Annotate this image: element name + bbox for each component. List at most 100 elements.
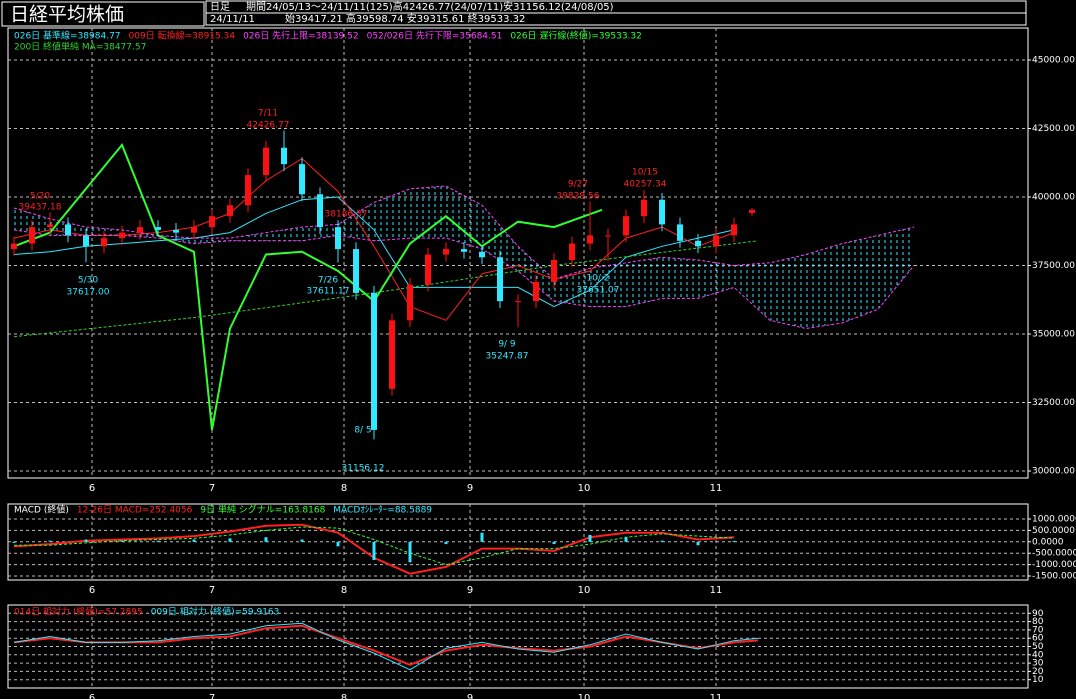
legend-entry: 052/026日 先行下限=35684.51: [367, 30, 503, 42]
legend-entry: 009日 相対力 (終値)=59.9163: [151, 606, 280, 618]
annotation-date: 7/11: [258, 109, 278, 119]
annotation-date: 7/26: [318, 276, 338, 286]
candle-body: [263, 147, 269, 176]
candle-body: [569, 243, 575, 261]
x-tick-label: 6: [89, 483, 95, 494]
period: 期間24/05/13～24/11/11(125)高42426.77(24/07/…: [246, 0, 614, 13]
y-tick-label: -1000.0000: [1032, 560, 1076, 570]
x-tick-label: 8: [341, 483, 347, 494]
candle-body: [371, 292, 377, 430]
x-tick-label: 7: [209, 483, 215, 494]
candle-body: [425, 254, 431, 285]
histogram-bar: [336, 541, 340, 547]
annotation-price: 38186.37: [325, 210, 368, 220]
candle-body: [155, 227, 161, 230]
annotation-price: 37611.17: [307, 287, 350, 297]
y-tick-label: 60: [1032, 634, 1044, 644]
histogram-bar: [192, 539, 196, 542]
candle-body: [713, 235, 719, 247]
candle-body: [227, 205, 233, 217]
annotation-price: 39829.56: [557, 192, 600, 202]
annotation-price: 31156.12: [342, 464, 385, 474]
ohlc: 始39417.21 高39598.74 安39315.61 終39533.32: [285, 12, 525, 25]
annotation-price: 40257.34: [624, 180, 667, 190]
candle-body: [731, 224, 737, 236]
legend-entry: 026日 遅行線(終値)=39533.32: [510, 30, 642, 42]
candle-body: [317, 194, 323, 228]
candle-body: [515, 301, 521, 303]
candle-body: [605, 235, 611, 237]
y-tick-label: 90: [1032, 609, 1044, 619]
y-tick-label: 20: [1032, 667, 1044, 677]
candle-body: [551, 260, 557, 282]
x-tick-label: 7: [209, 693, 215, 699]
y-tick-label: 1000.0000: [1032, 515, 1076, 525]
y-tick-label: 70: [1032, 625, 1044, 635]
legend-entry: MACD (終値): [14, 504, 69, 516]
histogram-bar: [228, 538, 232, 542]
y-tick-label: -1500.0000: [1032, 572, 1076, 582]
annotation-price: 37651.07: [577, 286, 620, 296]
candle-body: [209, 216, 215, 228]
histogram-bar: [12, 541, 16, 543]
annotation-date: 8/ 5: [354, 426, 371, 436]
x-tick-label: 7: [209, 585, 215, 596]
x-tick-label: 10: [578, 693, 591, 699]
title-box: [1, 1, 205, 27]
annotation-date: 9/ 9: [498, 340, 516, 350]
x-tick-label: 10: [578, 585, 591, 596]
legend-entry: 200日 終値単純 MA=38477.57: [14, 41, 146, 53]
histogram-bar: [588, 534, 592, 542]
histogram-bar: [408, 541, 412, 563]
candle-body: [389, 320, 395, 389]
legend-entry: 009日 転換線=38915.34: [129, 30, 236, 42]
annotation-date: 9/27: [568, 180, 588, 190]
candle-body: [533, 281, 539, 302]
legend-entry: 026日 先行上限=38139.52: [243, 30, 359, 42]
series-line: [14, 526, 735, 566]
histogram-bar: [84, 539, 88, 542]
histogram-bar: [732, 540, 736, 542]
histogram-bar: [264, 537, 268, 542]
x-tick-label: 9: [467, 585, 473, 596]
candle-body: [191, 227, 197, 233]
candle-body: [407, 284, 413, 321]
period-type: 日足: [210, 1, 230, 13]
annotation-date: 10/ 2: [586, 274, 609, 284]
histogram-bar: [372, 541, 376, 561]
x-tick-label: 11: [710, 585, 723, 596]
y-tick-label: 0.0000: [1032, 537, 1064, 547]
annotation-price: 35247.87: [486, 352, 529, 362]
histogram-bar: [480, 532, 484, 542]
annotation-price: 37617.00: [67, 288, 110, 298]
annotation-date: 5/20: [30, 192, 50, 202]
cloud: [14, 186, 914, 329]
candle-body: [281, 147, 287, 165]
legend-entry: MACDｵｼﾚｰﾀｰ=88.5889: [333, 505, 432, 516]
series-line: [13, 196, 735, 308]
y-tick-label: 10: [1032, 675, 1044, 685]
annotation-date: 5/30: [78, 276, 98, 286]
legend-entry: 026日 基準線=38984.77: [14, 30, 121, 42]
candle-body: [461, 249, 467, 252]
candle-body: [659, 199, 665, 225]
series-line: [13, 185, 915, 280]
annotation-price: 39437.18: [19, 203, 62, 213]
legend-entry: 014日 相対力 (終値)=57.2895: [14, 606, 143, 618]
candle-body: [443, 249, 449, 255]
candle-body: [101, 238, 107, 247]
y-tick-label: 50: [1032, 642, 1044, 652]
candle-body: [641, 199, 647, 217]
candle-body: [479, 251, 485, 258]
info-box: [205, 12, 1027, 26]
annotation-date: 10/15: [632, 168, 658, 178]
x-tick-label: 11: [710, 483, 723, 494]
title: 日経平均株価: [10, 4, 124, 26]
candle-body: [353, 249, 359, 293]
histogram-bar: [552, 541, 556, 545]
y-tick-label: 40000.00: [1032, 193, 1075, 203]
y-tick-label: 30: [1032, 659, 1044, 669]
candle-body: [299, 164, 305, 195]
